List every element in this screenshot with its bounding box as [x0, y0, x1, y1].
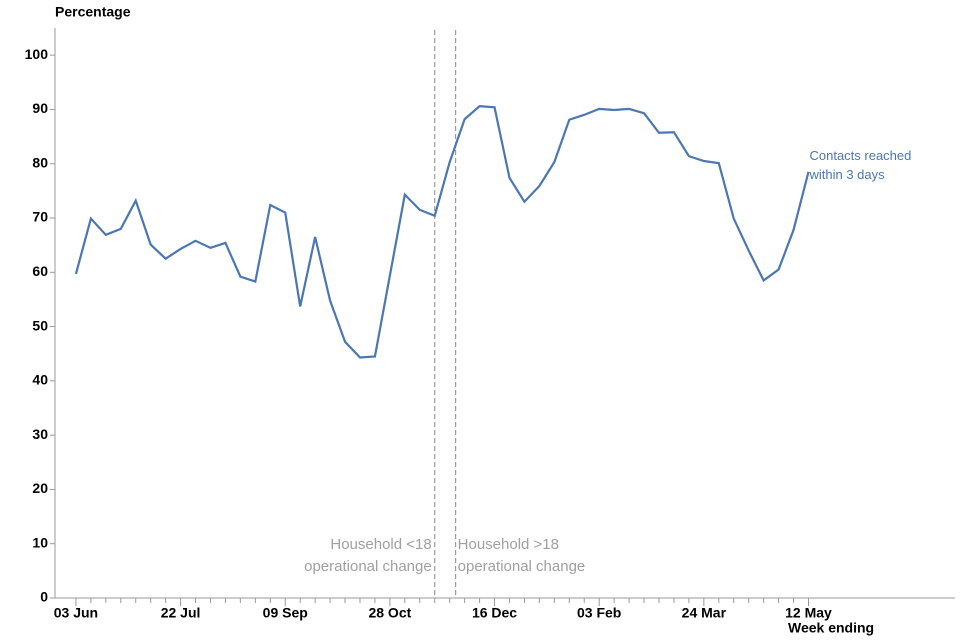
x-tick-label: 03 Jun — [54, 605, 98, 621]
x-tick-label: 03 Feb — [577, 605, 621, 621]
y-tick-label: 50 — [32, 317, 48, 333]
x-tick-label: 28 Oct — [368, 605, 411, 621]
y-tick-label: 30 — [32, 426, 48, 442]
x-tick-label: 22 Jul — [161, 605, 201, 621]
y-tick-label: 60 — [32, 263, 48, 279]
y-tick-label: 10 — [32, 534, 48, 550]
x-tick-label: 09 Sep — [263, 605, 308, 621]
y-tick-label: 80 — [32, 154, 48, 170]
y-tick-label: 90 — [32, 100, 48, 116]
y-tick-label: 0 — [40, 589, 48, 605]
x-tick-label: 16 Dec — [472, 605, 517, 621]
reference-label: Household >18 operational change — [457, 536, 586, 575]
data-line — [74, 105, 810, 359]
x-axis-title: Week ending — [788, 620, 874, 636]
reference-label: Household <18 operational change — [304, 536, 432, 575]
y-tick-label: 100 — [25, 46, 49, 62]
x-tick-label: 24 Mar — [682, 605, 727, 621]
y-tick-label: 20 — [32, 480, 48, 496]
y-tick-label: 40 — [32, 372, 48, 388]
series-label: Contacts reached within 3 days — [809, 147, 912, 182]
x-tick-label: 12 May — [785, 605, 832, 621]
y-tick-label: 70 — [32, 209, 48, 225]
y-axis-title: Percentage — [55, 4, 131, 20]
